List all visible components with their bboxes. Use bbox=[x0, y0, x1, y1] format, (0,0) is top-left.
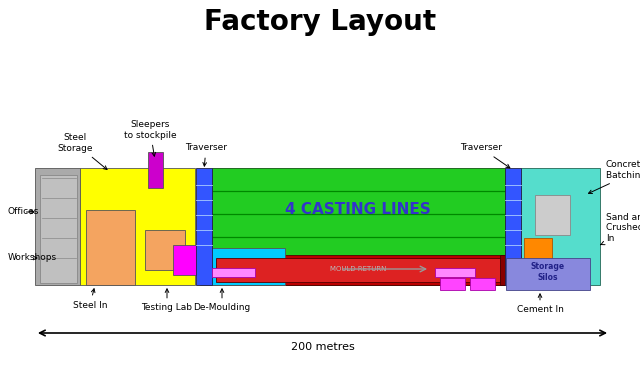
Bar bbox=[173, 245, 200, 275]
Bar bbox=[212, 268, 255, 277]
Text: 4 CASTING LINES: 4 CASTING LINES bbox=[285, 202, 431, 218]
Text: Factory Layout: Factory Layout bbox=[204, 8, 436, 36]
Text: Steel
Storage: Steel Storage bbox=[57, 133, 107, 170]
Text: Traverser: Traverser bbox=[185, 144, 227, 166]
Bar bbox=[506, 258, 590, 290]
Bar bbox=[35, 168, 80, 285]
Text: De-Moulding: De-Moulding bbox=[193, 289, 251, 313]
Text: Cement In: Cement In bbox=[516, 294, 563, 314]
Bar bbox=[40, 175, 77, 283]
Bar bbox=[80, 168, 195, 285]
Text: Concrete
Batching Plant: Concrete Batching Plant bbox=[589, 160, 640, 193]
Bar bbox=[212, 168, 505, 285]
Bar bbox=[200, 248, 285, 285]
Text: Traverser: Traverser bbox=[460, 144, 510, 168]
Bar bbox=[521, 168, 600, 285]
Bar bbox=[145, 230, 185, 270]
Bar bbox=[435, 268, 475, 277]
Text: Sand and
Crushed Rock
In: Sand and Crushed Rock In bbox=[600, 213, 640, 245]
Bar bbox=[524, 238, 552, 262]
Text: MOULD RETURN: MOULD RETURN bbox=[330, 266, 386, 272]
Bar bbox=[86, 210, 135, 285]
Bar bbox=[500, 255, 521, 285]
Text: Offices: Offices bbox=[8, 207, 40, 216]
Bar bbox=[505, 168, 521, 285]
Bar bbox=[196, 168, 212, 285]
Bar bbox=[212, 255, 505, 285]
Bar bbox=[440, 278, 465, 290]
Text: Testing Lab: Testing Lab bbox=[141, 289, 193, 313]
Bar bbox=[535, 195, 570, 235]
Text: Storage
Silos: Storage Silos bbox=[531, 262, 565, 282]
Bar bbox=[148, 152, 163, 188]
Bar bbox=[216, 258, 501, 282]
Text: Sleepers
to stockpile: Sleepers to stockpile bbox=[124, 120, 176, 156]
Text: Steel In: Steel In bbox=[73, 289, 108, 310]
Text: 200 metres: 200 metres bbox=[291, 342, 355, 352]
Text: Workshops: Workshops bbox=[8, 253, 57, 262]
Bar bbox=[470, 278, 495, 290]
